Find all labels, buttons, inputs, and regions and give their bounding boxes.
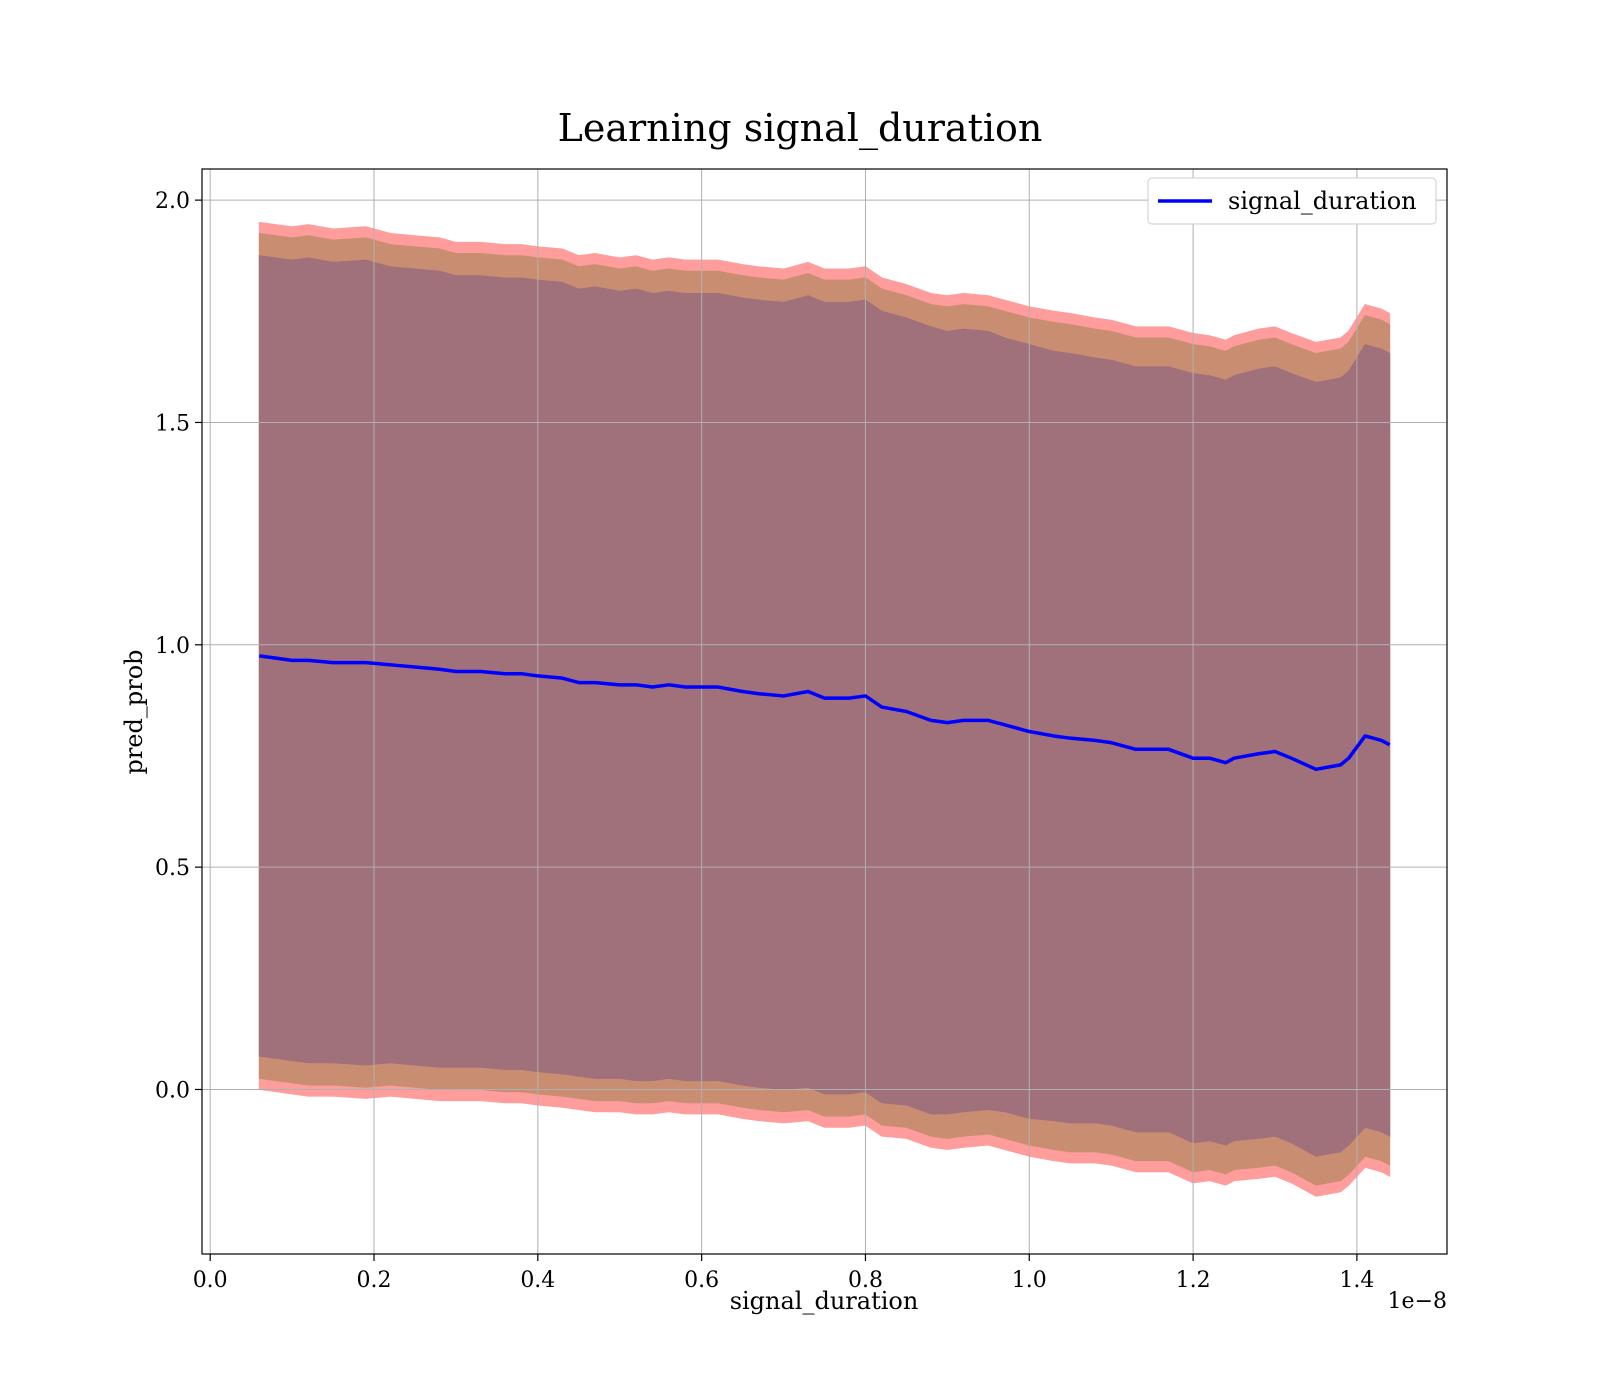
x-axis-ticks: 0.0 0.2 0.4 0.6 0.8 1.0 1.2 1.4	[193, 1254, 1374, 1293]
x-axis-offset-label: 1e−8	[1388, 1289, 1447, 1314]
y-axis-ticks: 0.0 0.5 1.0 1.5 2.0	[155, 189, 202, 1103]
series-line-signal_duration	[259, 654, 1391, 772]
chart-title: Learning signal_duration	[558, 106, 1043, 151]
plot-area	[201, 168, 1448, 1255]
confidence-bands	[258, 221, 1391, 1197]
x-tick-label: 0.6	[684, 1268, 719, 1293]
x-tick-label: 0.8	[848, 1268, 883, 1293]
x-tick-label: 0.2	[357, 1268, 392, 1293]
legend: signal_duration	[1147, 177, 1437, 225]
series-lines	[259, 654, 1391, 772]
plot-frame	[201, 168, 1448, 1255]
grid-lines	[202, 169, 1447, 1254]
x-tick-label: 0.4	[520, 1268, 555, 1293]
y-tick-label: 0.5	[155, 856, 190, 881]
x-tick-label: 1.2	[1176, 1268, 1211, 1293]
y-tick-label: 0.0	[155, 1078, 190, 1103]
y-tick-label: 1.0	[155, 634, 190, 659]
y-tick-label: 2.0	[155, 189, 190, 214]
legend-box	[1147, 177, 1437, 225]
y-tick-label: 1.5	[155, 411, 190, 436]
x-tick-label: 1.4	[1339, 1268, 1374, 1293]
x-axis-title: signal_duration	[730, 1287, 919, 1315]
legend-label: signal_duration	[1228, 187, 1417, 215]
x-tick-label: 1.0	[1012, 1268, 1047, 1293]
y-axis-title: pred_prob	[120, 649, 148, 774]
band-inner	[258, 255, 1391, 1157]
x-tick-label: 0.0	[193, 1268, 228, 1293]
